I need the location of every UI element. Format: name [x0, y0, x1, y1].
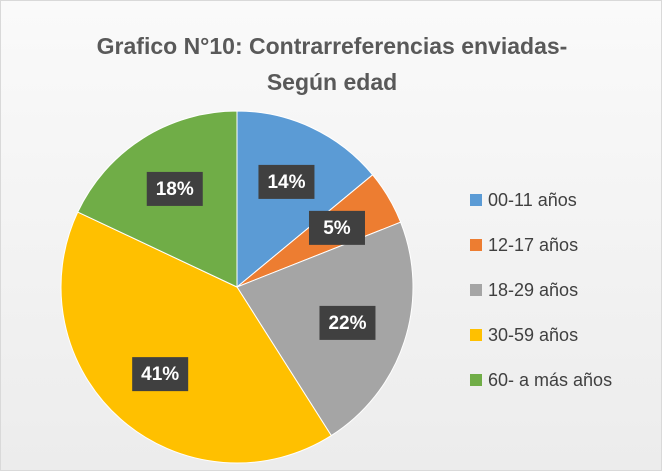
legend-label: 00-11 años	[488, 190, 577, 210]
legend-label: 60- a más años	[488, 370, 612, 390]
data-label-box	[146, 171, 203, 206]
data-label: 18%	[156, 179, 194, 200]
legend-swatch	[470, 239, 482, 251]
legend-swatch	[470, 329, 482, 341]
legend-swatch	[470, 194, 482, 206]
data-label: 14%	[267, 172, 305, 193]
legend-label: 18-29 años	[488, 280, 578, 300]
legend-swatch	[470, 374, 482, 386]
legend-swatch	[470, 284, 482, 296]
pie-slice	[236, 110, 374, 289]
data-label-box	[258, 164, 315, 199]
data-label: 5%	[323, 218, 351, 239]
pie-slice	[60, 211, 332, 464]
data-label-box	[319, 305, 376, 340]
data-label-box	[132, 357, 189, 392]
data-label: 22%	[328, 313, 366, 334]
chart-title: Según edad	[267, 69, 397, 95]
data-label: 41%	[141, 364, 179, 385]
data-label-box	[308, 210, 365, 245]
legend-label: 30-59 años	[488, 325, 578, 345]
legend-label: 12-17 años	[488, 235, 578, 255]
chart-title: Grafico N°10: Contrarreferencias enviada…	[97, 33, 568, 59]
